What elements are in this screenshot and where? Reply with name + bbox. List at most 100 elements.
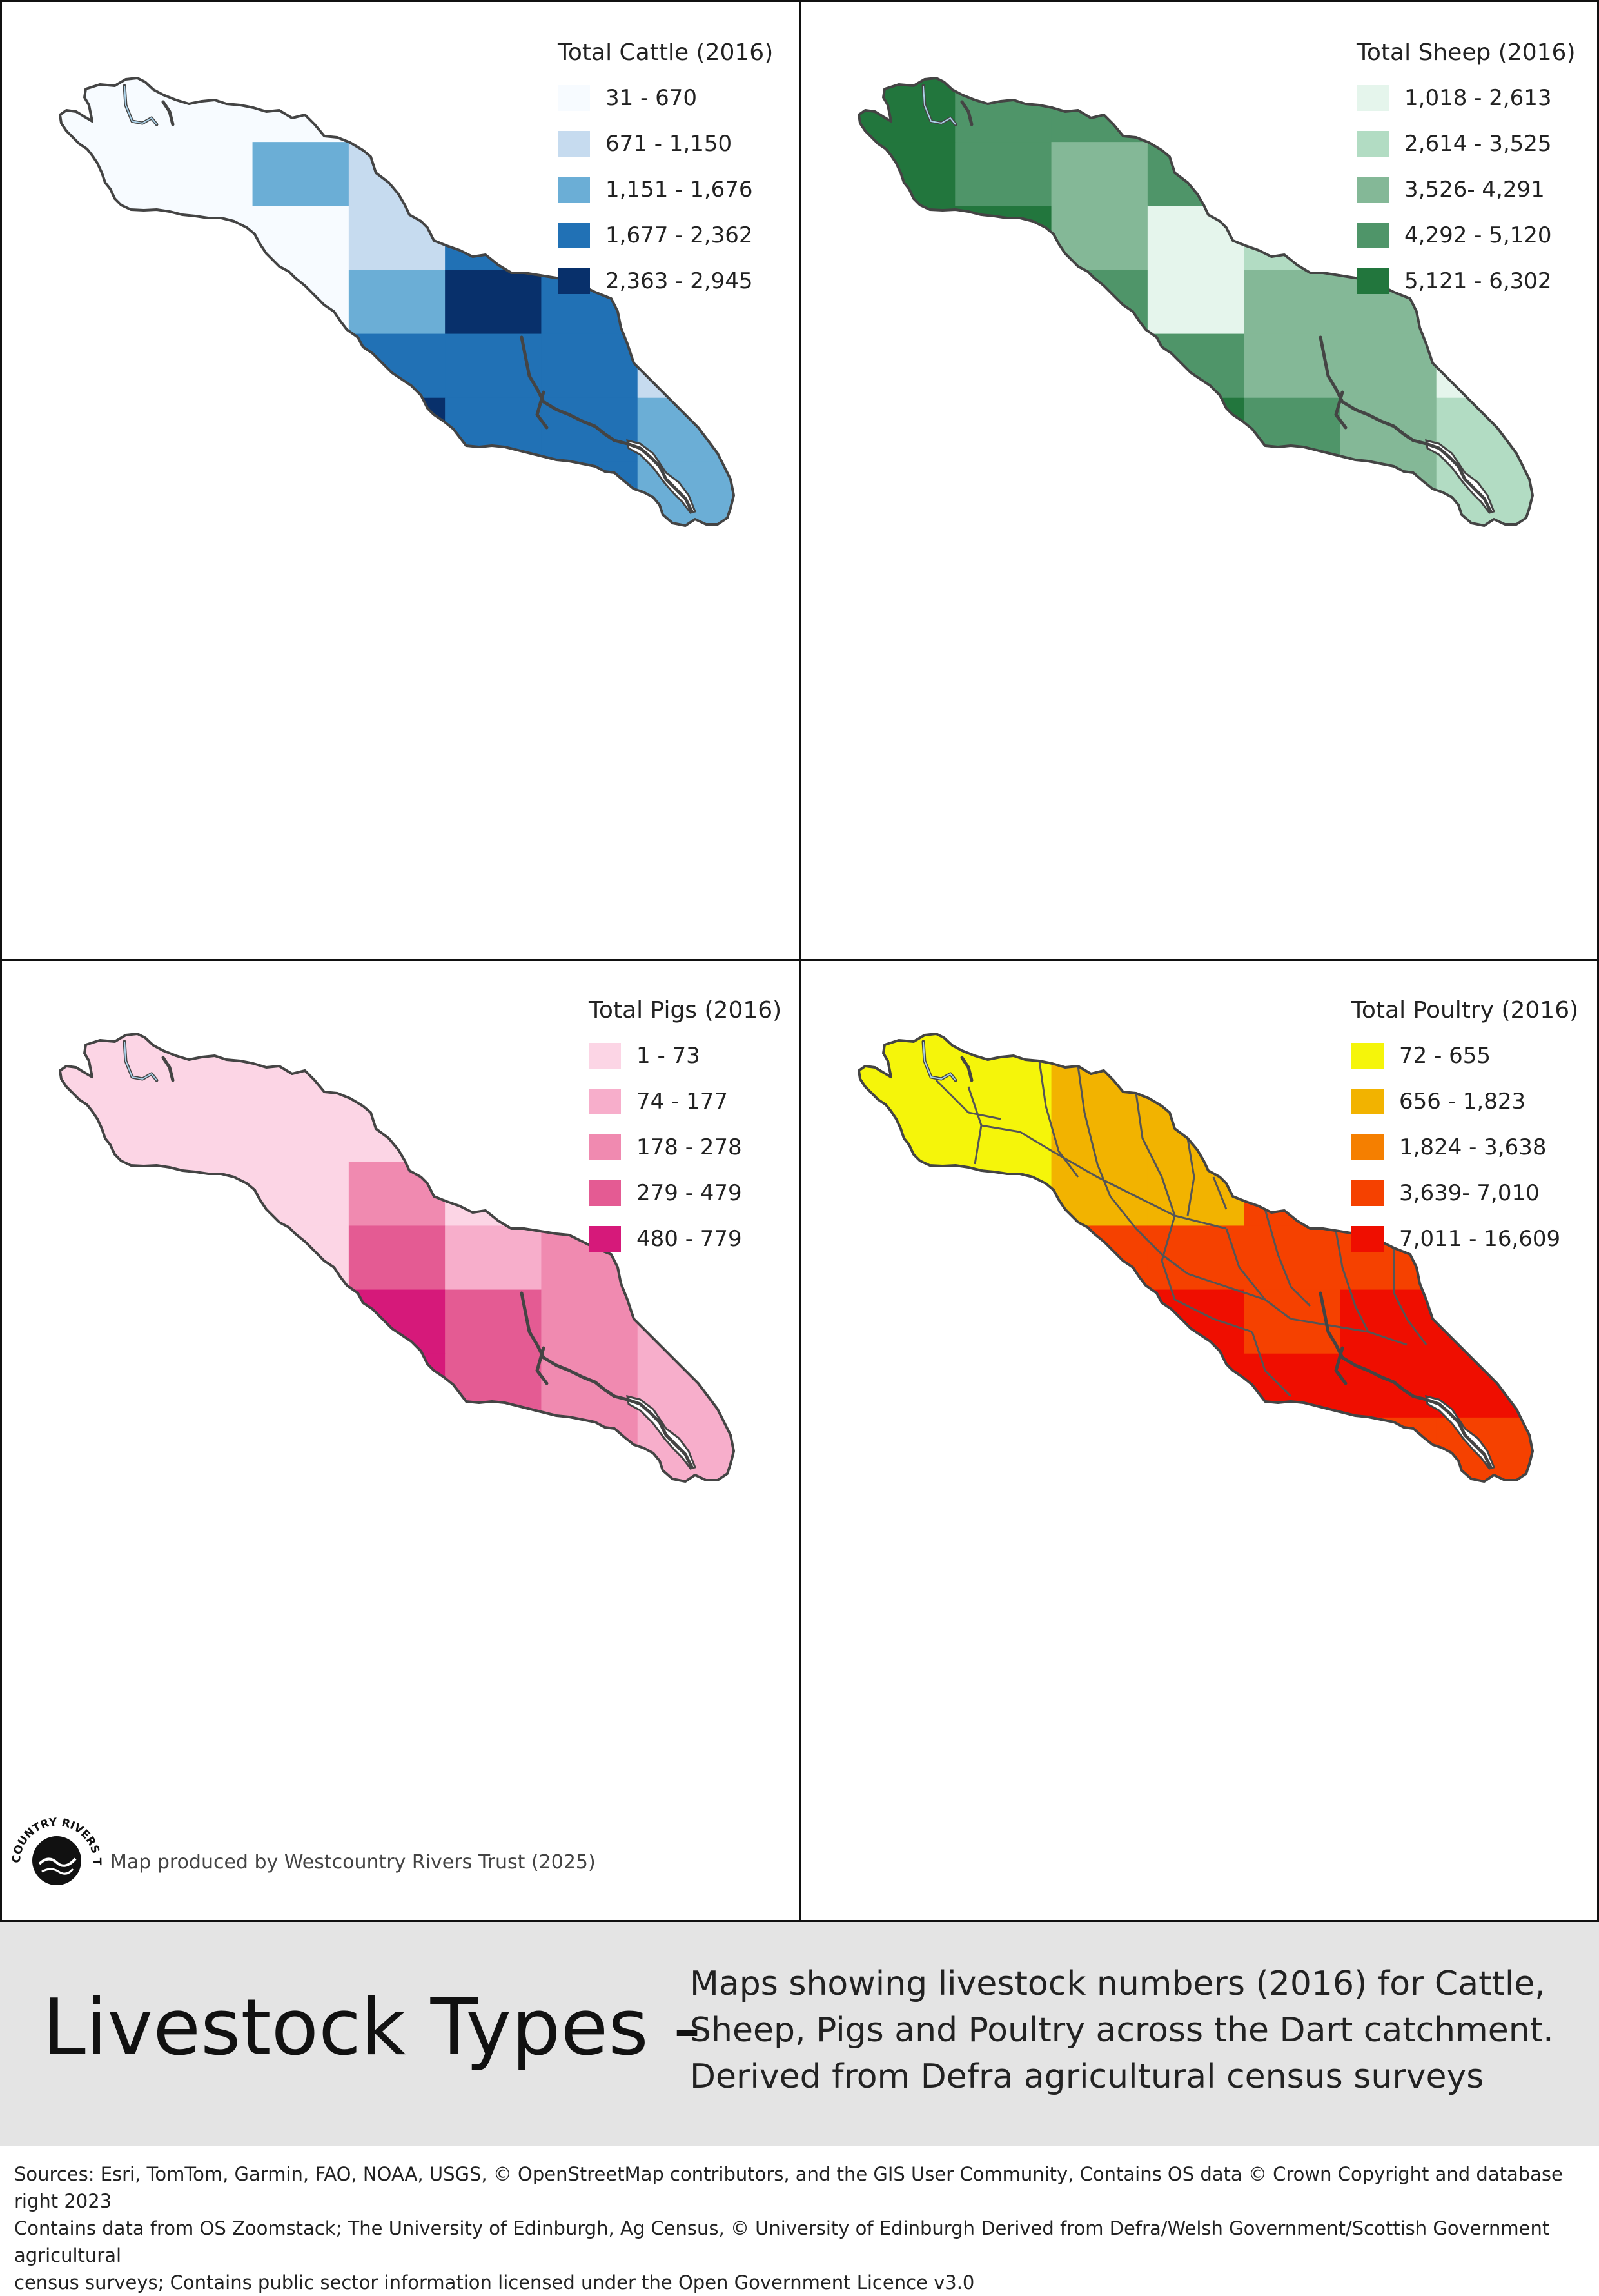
grid-cell (156, 270, 253, 335)
grid-cell (252, 1034, 349, 1098)
grid-cell (955, 1162, 1052, 1226)
legend-swatch (1357, 84, 1389, 111)
subcatchment-line (1186, 1138, 1195, 1216)
grid-cell (348, 1353, 446, 1418)
grid-cell (1147, 1353, 1244, 1418)
subcatchment-line (981, 1124, 1053, 1153)
legend-swatch (589, 1134, 621, 1160)
grid-cell (1436, 1289, 1533, 1354)
legend-swatch (589, 1225, 621, 1252)
grid-cell (445, 1098, 542, 1162)
pigs-legend-title: Total Pigs (2016) (589, 997, 782, 1024)
legend-label: 4,292 - 5,120 (1404, 222, 1552, 248)
grid-cell (1051, 333, 1148, 399)
pigs-legend: Total Pigs (2016) 1 - 73 74 - 177 178 - 27… (589, 997, 781, 1262)
legend-row: 5,121 - 6,302 (1357, 258, 1576, 304)
westcountry-rivers-trust-logo: WESTCOUNTRY RIVERS TRUST (8, 1812, 103, 1885)
grid-cell (637, 1289, 734, 1354)
legend-label: 656 - 1,823 (1399, 1088, 1526, 1114)
subcatchment-line (1212, 1176, 1228, 1210)
map-credit: Map produced by Westcountry Rivers Trust… (110, 1851, 596, 1874)
estuary (626, 1394, 697, 1470)
subcatchment-line (1290, 1318, 1408, 1346)
legend-label: 1,151 - 1,676 (605, 176, 753, 203)
grid-cell (1051, 206, 1148, 270)
legend-label: 3,639- 7,010 (1399, 1180, 1540, 1206)
subcatchment-boundaries (935, 1060, 1427, 1398)
page-subtitle: Maps showing livestock numbers (2016) fo… (690, 1961, 1580, 2100)
river-headwater (124, 1041, 157, 1081)
legend-label: 1,677 - 2,362 (605, 222, 753, 248)
grid-cell (637, 333, 734, 399)
catchment-outline (59, 1033, 735, 1483)
legend-swatch (1357, 130, 1389, 157)
grid-cell (252, 333, 349, 399)
estuary (1425, 439, 1496, 514)
grid-cell (1340, 1417, 1437, 1481)
catchment-outline (858, 1033, 1534, 1483)
grid-cell (445, 270, 542, 335)
legend-label: 279 - 479 (636, 1180, 742, 1206)
legend-row: 72 - 655 (1351, 1033, 1578, 1078)
grid-cell (955, 206, 1052, 270)
grid-cell (156, 142, 253, 206)
grid-cell (1147, 1162, 1244, 1226)
grid-cell (156, 1162, 253, 1226)
legend-swatch (1351, 1088, 1384, 1114)
legend-row: 74 - 177 (589, 1078, 781, 1124)
grid-cell (60, 142, 157, 206)
grid-cell (1147, 1289, 1244, 1354)
legend-swatch (589, 1042, 621, 1069)
poultry-legend-title: Total Poultry (2016) (1351, 997, 1579, 1024)
sheep-legend: Total Sheep (2016) 1,018 - 2,613 2,614 - … (1357, 39, 1576, 304)
legend-row: 1 - 73 (589, 1033, 781, 1078)
subcatchment-line (1335, 1231, 1369, 1332)
grid-cell (1147, 78, 1244, 143)
grid-cell (1244, 461, 1340, 526)
legend-row: 2,614 - 3,525 (1357, 121, 1576, 166)
grid-cell (541, 461, 638, 526)
grid-cell (1436, 333, 1533, 399)
legend-label: 2,614 - 3,525 (1404, 130, 1552, 157)
poultry-map-panel: Total Poultry (2016) 72 - 655 656 - 1,823… (799, 959, 1599, 1922)
grid-cell (955, 1225, 1052, 1291)
subcatchment-line (1038, 1060, 1079, 1178)
legend-row: 4,292 - 5,120 (1357, 212, 1576, 258)
legend-row: 3,526- 4,291 (1357, 166, 1576, 212)
estuary (626, 439, 697, 514)
grid-cell (1340, 1289, 1437, 1354)
sources-line: census surveys; Contains public sector i… (14, 2271, 975, 2293)
grid-cell (348, 1289, 446, 1354)
grid-cell (1147, 1034, 1244, 1098)
legend-swatch (1357, 176, 1389, 203)
grid-cell (1051, 142, 1148, 206)
legend-row: 1,018 - 2,613 (1357, 75, 1576, 121)
grid-cell (1147, 206, 1244, 270)
grid-cell (348, 78, 446, 143)
grid-cell (252, 206, 349, 270)
page-title: Livestock Types - (43, 1983, 701, 2073)
sheep-legend-title: Total Sheep (2016) (1357, 39, 1576, 66)
legend-row: 2,363 - 2,945 (558, 258, 773, 304)
legend-swatch (1351, 1225, 1384, 1252)
grid-cell (955, 270, 1052, 335)
legend-label: 74 - 177 (636, 1088, 729, 1114)
grid-cell (156, 1098, 253, 1162)
legend-swatch (1351, 1042, 1384, 1069)
subcatchment-line (1393, 1248, 1427, 1345)
grid-cell (252, 78, 349, 143)
grid-cell (1244, 1417, 1340, 1481)
grid-cell (445, 1034, 542, 1098)
grid-cell (1340, 461, 1437, 526)
legend-row: 480 - 779 (589, 1216, 781, 1262)
grid-cell (252, 1098, 349, 1162)
grid-cell (1051, 1034, 1148, 1098)
subtitle-line: Sheep, Pigs and Poultry across the Dart … (690, 2011, 1554, 2050)
title-banner (0, 1922, 1599, 2146)
legend-row: 3,639- 7,010 (1351, 1170, 1578, 1216)
grid-cell (445, 333, 542, 399)
grid-cell (1147, 270, 1244, 335)
estuary (1425, 1394, 1496, 1470)
catchment-outline (59, 77, 735, 527)
grid-cell (1244, 1289, 1340, 1354)
